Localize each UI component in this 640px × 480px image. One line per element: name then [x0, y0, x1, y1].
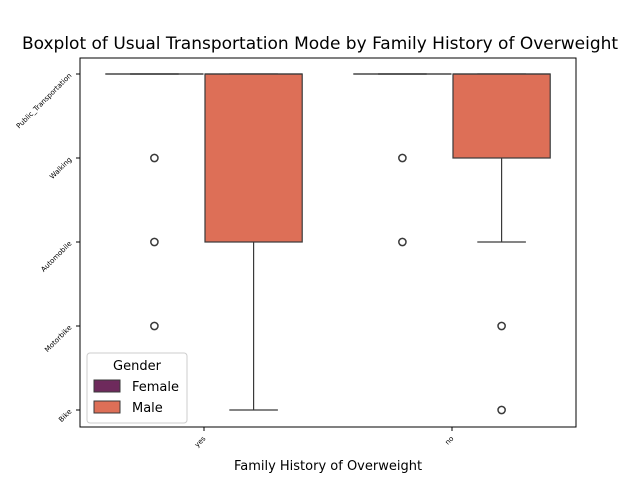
outlier-point-male-no	[497, 321, 506, 331]
outlier-point-female-no	[398, 237, 407, 247]
box-male-no	[452, 73, 551, 159]
y-tick-label: Automobile	[39, 240, 73, 274]
legend-label-female: Female	[132, 380, 179, 395]
legend-label-male: Male	[132, 401, 163, 416]
y-tick-label: Motorbike	[43, 324, 73, 354]
outlier-point-female-yes	[150, 153, 159, 163]
outlier-point-female-yes	[150, 321, 159, 331]
y-tick-label: Walking	[48, 156, 73, 181]
chart-title: Boxplot of Usual Transportation Mode by …	[22, 34, 618, 54]
legend-swatch-female	[93, 379, 121, 393]
y-tick-label: Public_Transportation	[15, 72, 74, 131]
legend-title: Gender	[113, 359, 162, 374]
x-axis-label: Family History of Overweight	[234, 459, 422, 474]
y-axis: Public_Transportation Walking Automobile Mo…	[15, 72, 80, 424]
box-male-yes	[204, 73, 303, 243]
y-tick-label: Bike	[57, 408, 73, 424]
outlier-point-male-no	[497, 405, 506, 415]
chart-marks	[105, 73, 551, 415]
outlier-point-female-no	[398, 153, 407, 163]
outlier-point-female-yes	[150, 237, 159, 247]
x-tick-label: yes	[193, 435, 207, 449]
x-axis: yes no	[193, 427, 455, 449]
legend: Gender Female Male	[86, 352, 188, 424]
x-tick-label: no	[444, 435, 456, 447]
legend-swatch-male	[93, 400, 121, 414]
